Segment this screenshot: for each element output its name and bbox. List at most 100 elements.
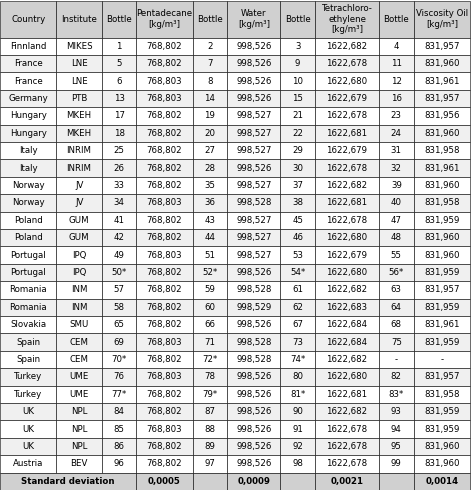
Bar (102, 264, 137, 281)
Bar (56, 455, 102, 472)
Text: IPQ: IPQ (72, 250, 86, 260)
Text: 1622,679: 1622,679 (327, 94, 367, 103)
Bar (414, 38, 470, 55)
Bar (379, 212, 414, 229)
Bar (227, 229, 281, 246)
Text: 79*: 79* (202, 390, 218, 399)
Bar (193, 107, 227, 124)
Text: INRIM: INRIM (67, 164, 91, 172)
Text: 998,526: 998,526 (236, 425, 272, 434)
Bar (102, 212, 137, 229)
Bar (379, 194, 414, 212)
Bar (315, 316, 379, 333)
Text: IPQ: IPQ (72, 268, 86, 277)
Text: 768,803: 768,803 (146, 198, 182, 207)
Bar (56, 124, 102, 142)
Text: 52*: 52* (202, 268, 218, 277)
Text: 1622,682: 1622,682 (327, 407, 367, 416)
Text: 19: 19 (204, 111, 215, 121)
Bar (102, 403, 137, 420)
Text: CEM: CEM (70, 338, 89, 346)
Text: 768,802: 768,802 (146, 216, 182, 225)
Bar (0, 159, 56, 177)
Text: 13: 13 (114, 94, 125, 103)
Bar (379, 38, 414, 55)
Text: Turkey: Turkey (14, 390, 42, 399)
Text: 43: 43 (204, 216, 215, 225)
Text: 768,802: 768,802 (146, 320, 182, 329)
Text: 768,803: 768,803 (146, 372, 182, 381)
Text: 15: 15 (292, 94, 303, 103)
Bar (0, 316, 56, 333)
Bar (414, 90, 470, 107)
Bar (193, 73, 227, 90)
Text: 1622,681: 1622,681 (327, 129, 367, 138)
Text: 82: 82 (391, 372, 402, 381)
Text: 70*: 70* (111, 355, 127, 364)
Bar (227, 90, 281, 107)
Text: 831,959: 831,959 (424, 407, 459, 416)
Bar (227, 281, 281, 298)
Text: 96: 96 (114, 460, 125, 468)
Bar (379, 177, 414, 194)
Text: 998,526: 998,526 (236, 94, 272, 103)
Bar (281, 177, 315, 194)
Bar (281, 194, 315, 212)
Text: 1622,684: 1622,684 (327, 320, 367, 329)
Text: 95: 95 (391, 442, 402, 451)
Text: 36: 36 (204, 198, 215, 207)
Bar (227, 107, 281, 124)
Bar (137, 90, 193, 107)
Text: 24: 24 (391, 129, 402, 138)
Bar (137, 159, 193, 177)
Bar (315, 142, 379, 159)
Bar (102, 73, 137, 90)
Bar (137, 455, 193, 472)
Text: 768,803: 768,803 (146, 338, 182, 346)
Bar (379, 351, 414, 368)
Bar (137, 107, 193, 124)
Text: 42: 42 (114, 233, 125, 242)
Text: 77*: 77* (111, 390, 127, 399)
Text: 998,526: 998,526 (236, 460, 272, 468)
Text: Romania: Romania (9, 285, 47, 294)
Bar (227, 368, 281, 386)
Text: 831,961: 831,961 (424, 76, 459, 86)
Text: 53: 53 (292, 250, 303, 260)
Bar (137, 38, 193, 55)
Text: 8: 8 (207, 76, 213, 86)
Bar (193, 177, 227, 194)
Bar (193, 142, 227, 159)
Bar (102, 107, 137, 124)
Bar (137, 212, 193, 229)
Text: 831,960: 831,960 (424, 59, 459, 68)
Text: 97: 97 (204, 460, 215, 468)
Text: Spain: Spain (16, 338, 40, 346)
Bar (281, 368, 315, 386)
Text: MIKES: MIKES (66, 42, 92, 51)
Text: 35: 35 (204, 181, 215, 190)
Text: 1622,682: 1622,682 (327, 181, 367, 190)
Bar (315, 159, 379, 177)
Bar (56, 298, 102, 316)
Text: 57: 57 (114, 285, 125, 294)
Text: 98: 98 (292, 460, 303, 468)
Text: 998,526: 998,526 (236, 372, 272, 381)
Text: 99: 99 (391, 460, 402, 468)
Bar (315, 212, 379, 229)
Bar (227, 333, 281, 351)
Text: UK: UK (22, 425, 34, 434)
Bar (315, 351, 379, 368)
Text: 6: 6 (116, 76, 122, 86)
Text: 76: 76 (114, 372, 125, 381)
Text: 1: 1 (116, 42, 122, 51)
Text: 998,527: 998,527 (236, 146, 272, 155)
Bar (102, 124, 137, 142)
Text: 768,803: 768,803 (146, 76, 182, 86)
Text: 28: 28 (204, 164, 215, 172)
Text: 10: 10 (292, 76, 303, 86)
Text: Viscosity Oil
[kg/m³]: Viscosity Oil [kg/m³] (416, 9, 468, 29)
Text: 51: 51 (204, 250, 215, 260)
Text: UK: UK (22, 442, 34, 451)
Text: 768,802: 768,802 (146, 233, 182, 242)
